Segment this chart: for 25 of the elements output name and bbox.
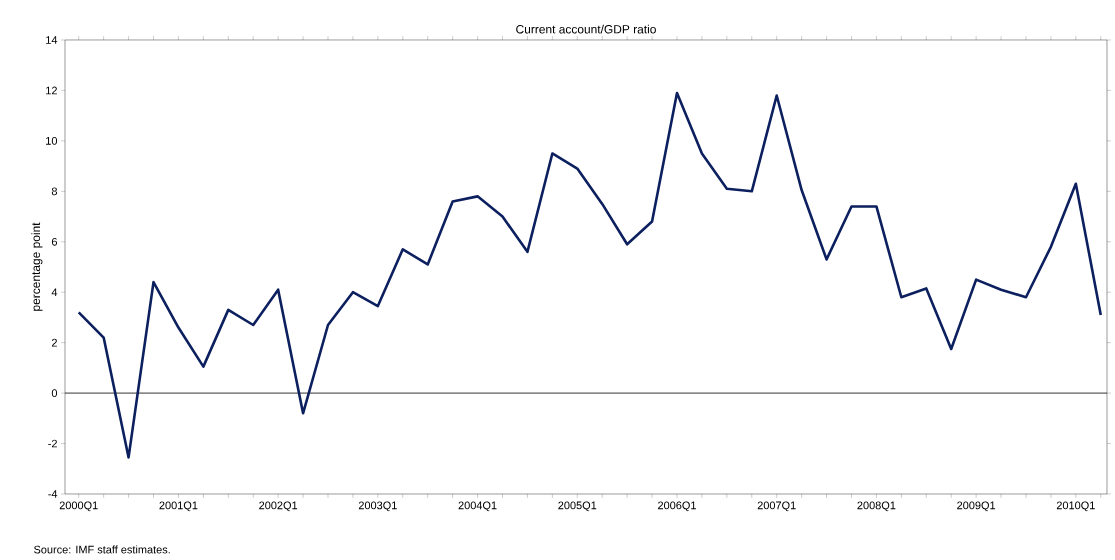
line-series [77,91,1103,459]
y-tick-label: -2 [48,439,57,448]
x-tick-label: 2008Q1 [857,501,896,512]
x-tick-label: 2001Q1 [159,501,198,512]
x-tick-label: 2000Q1 [59,501,98,512]
y-tick-label: 4 [51,288,58,296]
chart-title: Current account/GDP ratio [516,24,656,34]
y-tick-label: 14 [46,36,58,44]
y-tick-label: 2 [51,338,57,347]
y-tick-label: 10 [46,137,58,145]
y-tick-label: 12 [46,86,57,95]
x-tick-label: 2003Q1 [358,501,397,512]
x-tick-label: 2010Q1 [1056,501,1095,512]
y-tick-label: 6 [51,237,57,246]
y-tick-label: 0 [51,389,58,397]
x-tick-label: 2004Q1 [458,501,497,512]
x-tick-label: 2002Q1 [259,501,298,512]
y-axis-title: percentage point [31,222,43,311]
y-tick-label: -4 [48,490,58,498]
x-tick-label: 2009Q1 [957,501,996,512]
x-tick-label: 2005Q1 [558,501,597,512]
x-tick-label: 2006Q1 [658,501,696,512]
y-tick-label: 8 [51,187,57,196]
source-note: Source: IMF staff estimates. [34,545,170,554]
x-tick-label: 2007Q1 [757,501,796,512]
